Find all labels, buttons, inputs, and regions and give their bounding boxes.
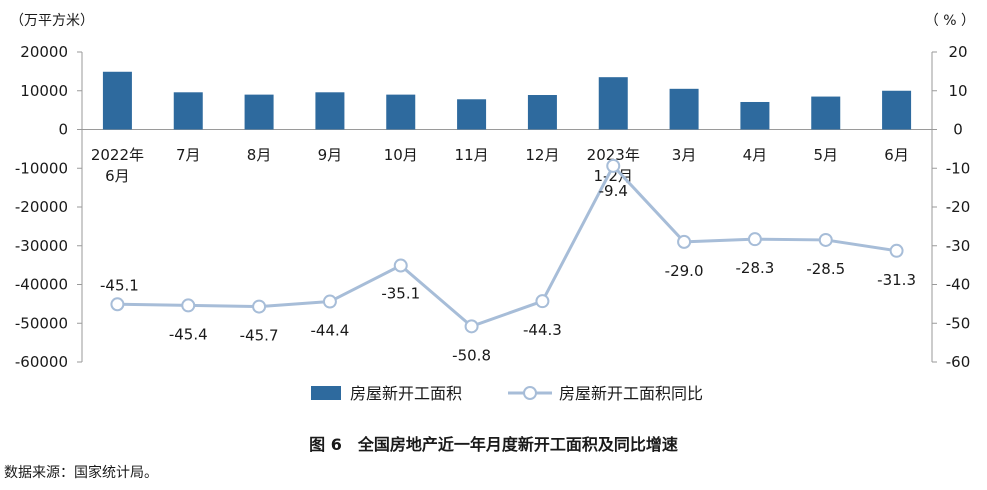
category-label: 12月: [525, 146, 559, 164]
data-label: -35.1: [381, 285, 420, 303]
left-axis-unit: （万平方米）: [10, 13, 94, 29]
line-point: [747, 232, 762, 247]
right-tick-label: -40: [946, 276, 971, 294]
right-tick-label: 20: [948, 43, 967, 61]
bar: [102, 71, 132, 130]
left-tick-label: -10000: [15, 159, 68, 177]
legend-label-line: 房屋新开工面积同比: [559, 384, 703, 403]
left-tick-label: 0: [58, 121, 68, 139]
left-tick-label: -50000: [15, 314, 68, 332]
line-point: [110, 297, 125, 312]
bar: [527, 95, 557, 130]
data-label: -45.4: [169, 325, 208, 343]
bar: [457, 99, 487, 130]
data-label: -28.5: [806, 260, 845, 278]
right-tick-label: 0: [953, 121, 963, 139]
data-label: -50.8: [452, 346, 491, 364]
category-label: 5月: [813, 146, 838, 164]
left-tick-label: -60000: [15, 353, 68, 371]
legend: 房屋新开工面积 房屋新开工面积同比: [311, 384, 703, 403]
data-label: -31.3: [877, 271, 916, 289]
line-point: [818, 232, 833, 247]
x-axis-labels: 2022年 6月 7月 8月 9月 10月 11月 12月 2023年 1-2月 3月 4月 5月 6月: [91, 146, 909, 185]
line-point: [393, 258, 408, 273]
bar: [598, 77, 628, 130]
bar: [882, 90, 912, 130]
line-point: [889, 243, 904, 258]
figure-caption: 图 6 全国房地产近一年月度新开工面积及同比增速: [309, 435, 678, 454]
category-label: 4月: [743, 146, 768, 164]
bar-series: [102, 71, 912, 130]
chart: （万平方米） （ % ） 20000100000-10000-20000-300…: [10, 13, 975, 403]
left-tick-label: -30000: [15, 237, 68, 255]
data-label: -45.7: [240, 327, 279, 345]
data-label: -29.0: [665, 262, 704, 280]
left-tick-label: -20000: [15, 198, 68, 216]
category-label: 2022年: [91, 146, 144, 164]
category-label: 8月: [247, 146, 272, 164]
legend-bar-swatch: [311, 386, 341, 400]
data-label: -45.1: [100, 276, 139, 294]
category-label: 10月: [384, 146, 418, 164]
category-label: 9月: [318, 146, 343, 164]
line-point: [464, 319, 479, 334]
category-label: 6月: [105, 167, 130, 185]
line-point: [606, 158, 621, 173]
right-tick-label: -20: [946, 198, 971, 216]
category-label: 7月: [176, 146, 201, 164]
data-label: -44.4: [311, 322, 350, 340]
bar: [669, 88, 699, 130]
category-label: 11月: [455, 146, 489, 164]
line-point: [677, 234, 692, 249]
category-label: 2023年: [587, 146, 640, 164]
bar: [173, 92, 203, 130]
right-tick-label: -60: [946, 353, 971, 371]
legend-label-bar: 房屋新开工面积: [350, 384, 462, 403]
left-tick-label: 10000: [20, 82, 68, 100]
category-label: 1-2月: [594, 167, 634, 185]
source-note: 数据来源：国家统计局。: [4, 465, 158, 481]
left-tick-label: -40000: [15, 276, 68, 294]
series-line: [117, 164, 897, 328]
right-tick-label: -50: [946, 314, 971, 332]
data-label: -28.3: [736, 259, 775, 277]
category-label: 6月: [884, 146, 909, 164]
data-label: -9.4: [599, 182, 628, 200]
line-point: [252, 299, 267, 314]
bar: [740, 101, 770, 130]
bar: [315, 92, 345, 130]
right-tick-label: -30: [946, 237, 971, 255]
line-point: [535, 294, 550, 309]
line-point: [322, 294, 337, 309]
bar: [244, 94, 274, 130]
legend-marker: [523, 386, 537, 400]
bar: [811, 96, 841, 130]
left-tick-label: 20000: [20, 43, 68, 61]
line-series: -45.1 -45.4 -45.7 -44.4 -35.1 -50.8 -44.3 -9.4 -…: [100, 158, 916, 364]
right-tick-label: -10: [946, 159, 971, 177]
bar: [386, 94, 416, 130]
line-point: [181, 298, 196, 313]
data-label: -44.3: [523, 321, 562, 339]
category-label: 3月: [672, 146, 697, 164]
axes: 20000 10000 0 -10000 -20000 -30000 -40000 -5000…: [15, 43, 970, 371]
right-axis-unit: （ % ）: [925, 13, 975, 29]
right-tick-label: 10: [948, 82, 967, 100]
